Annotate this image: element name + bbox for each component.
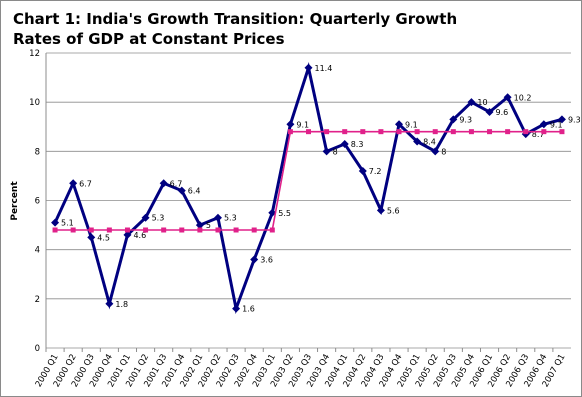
point-marker [340,139,349,148]
data-label: 3.6 [260,256,273,265]
point-marker [539,120,548,129]
point-marker [286,120,295,129]
point-marker [413,137,422,146]
point-marker [342,129,348,135]
point-marker [378,129,384,135]
point-marker [213,213,222,222]
point-marker [251,227,257,233]
data-label: 8.4 [423,138,436,147]
y-tick-label: 6 [35,197,40,207]
point-marker [287,129,293,135]
y-tick-label: 12 [29,49,40,59]
data-label: 8 [333,147,338,156]
point-marker [197,227,203,233]
data-label: 9.3 [568,115,581,124]
data-label: 4.6 [133,231,146,240]
point-marker [360,129,366,135]
point-marker [143,227,149,233]
point-marker [51,218,60,227]
point-marker [177,186,186,195]
y-tick-label: 4 [35,246,40,256]
data-label: 7.2 [369,167,382,176]
point-marker [304,63,313,72]
point-marker [106,227,112,233]
point-marker [141,213,150,222]
point-marker [557,115,566,124]
data-label: 6.7 [170,179,183,188]
point-marker [159,179,168,188]
data-label: 5.5 [278,209,291,218]
point-marker [87,233,96,242]
point-marker [179,227,185,233]
point-marker [195,221,204,230]
data-label: 5.6 [387,206,400,215]
data-label: 6.4 [188,187,201,196]
point-marker [52,227,58,233]
data-label: 9.1 [550,120,563,129]
series-line [55,130,562,231]
point-marker [414,129,420,135]
point-marker [70,227,76,233]
point-marker [505,129,511,135]
point-marker [376,206,385,215]
point-marker [432,129,438,135]
point-marker [324,129,330,135]
y-axis-label: Percent [10,181,20,221]
point-marker [123,230,132,239]
point-marker [88,227,94,233]
data-label: 4.5 [97,233,110,242]
point-marker [523,129,529,135]
point-marker [105,299,114,308]
y-tick-label: 2 [35,295,40,305]
y-tick-label: 8 [35,147,40,157]
point-marker [450,129,456,135]
data-label: 6.7 [79,179,92,188]
point-marker [503,93,512,102]
point-marker [233,227,239,233]
point-marker [358,167,367,175]
point-marker [485,108,494,116]
y-tick-label: 0 [35,344,40,354]
data-label: 10 [477,98,487,107]
data-label: 11.4 [315,64,333,73]
chart-title: Chart 1: India's Growth Transition: Quar… [13,10,458,48]
data-label: 5.3 [152,214,165,223]
y-tick-label: 10 [29,98,40,108]
point-marker [69,179,78,188]
data-label: 9.1 [296,120,309,129]
point-marker [124,227,130,233]
point-marker [306,129,311,135]
data-label: 5.3 [224,214,237,223]
point-marker [322,147,331,156]
data-label: 5.1 [61,219,74,228]
data-label: 10.2 [514,93,532,102]
data-label: 1.6 [242,305,255,314]
point-marker [395,120,404,129]
point-marker [250,255,259,264]
point-marker [559,129,565,135]
point-marker [541,129,547,135]
point-marker [449,115,458,124]
point-marker [431,147,440,156]
point-marker [215,227,221,233]
data-label: 9.1 [405,120,418,129]
point-marker [467,98,476,107]
point-marker [468,129,474,135]
data-label: 8 [441,147,446,156]
point-marker [396,129,402,135]
point-marker [487,129,493,135]
data-label: 8.7 [532,130,545,139]
data-label: 8.3 [351,140,364,149]
point-marker [269,227,275,233]
point-marker [232,304,241,313]
data-label: 5 [206,221,211,230]
data-label: 9.6 [496,108,509,117]
point-marker [161,227,167,233]
data-label: 9.3 [459,115,472,124]
data-label: 1.8 [115,300,128,309]
